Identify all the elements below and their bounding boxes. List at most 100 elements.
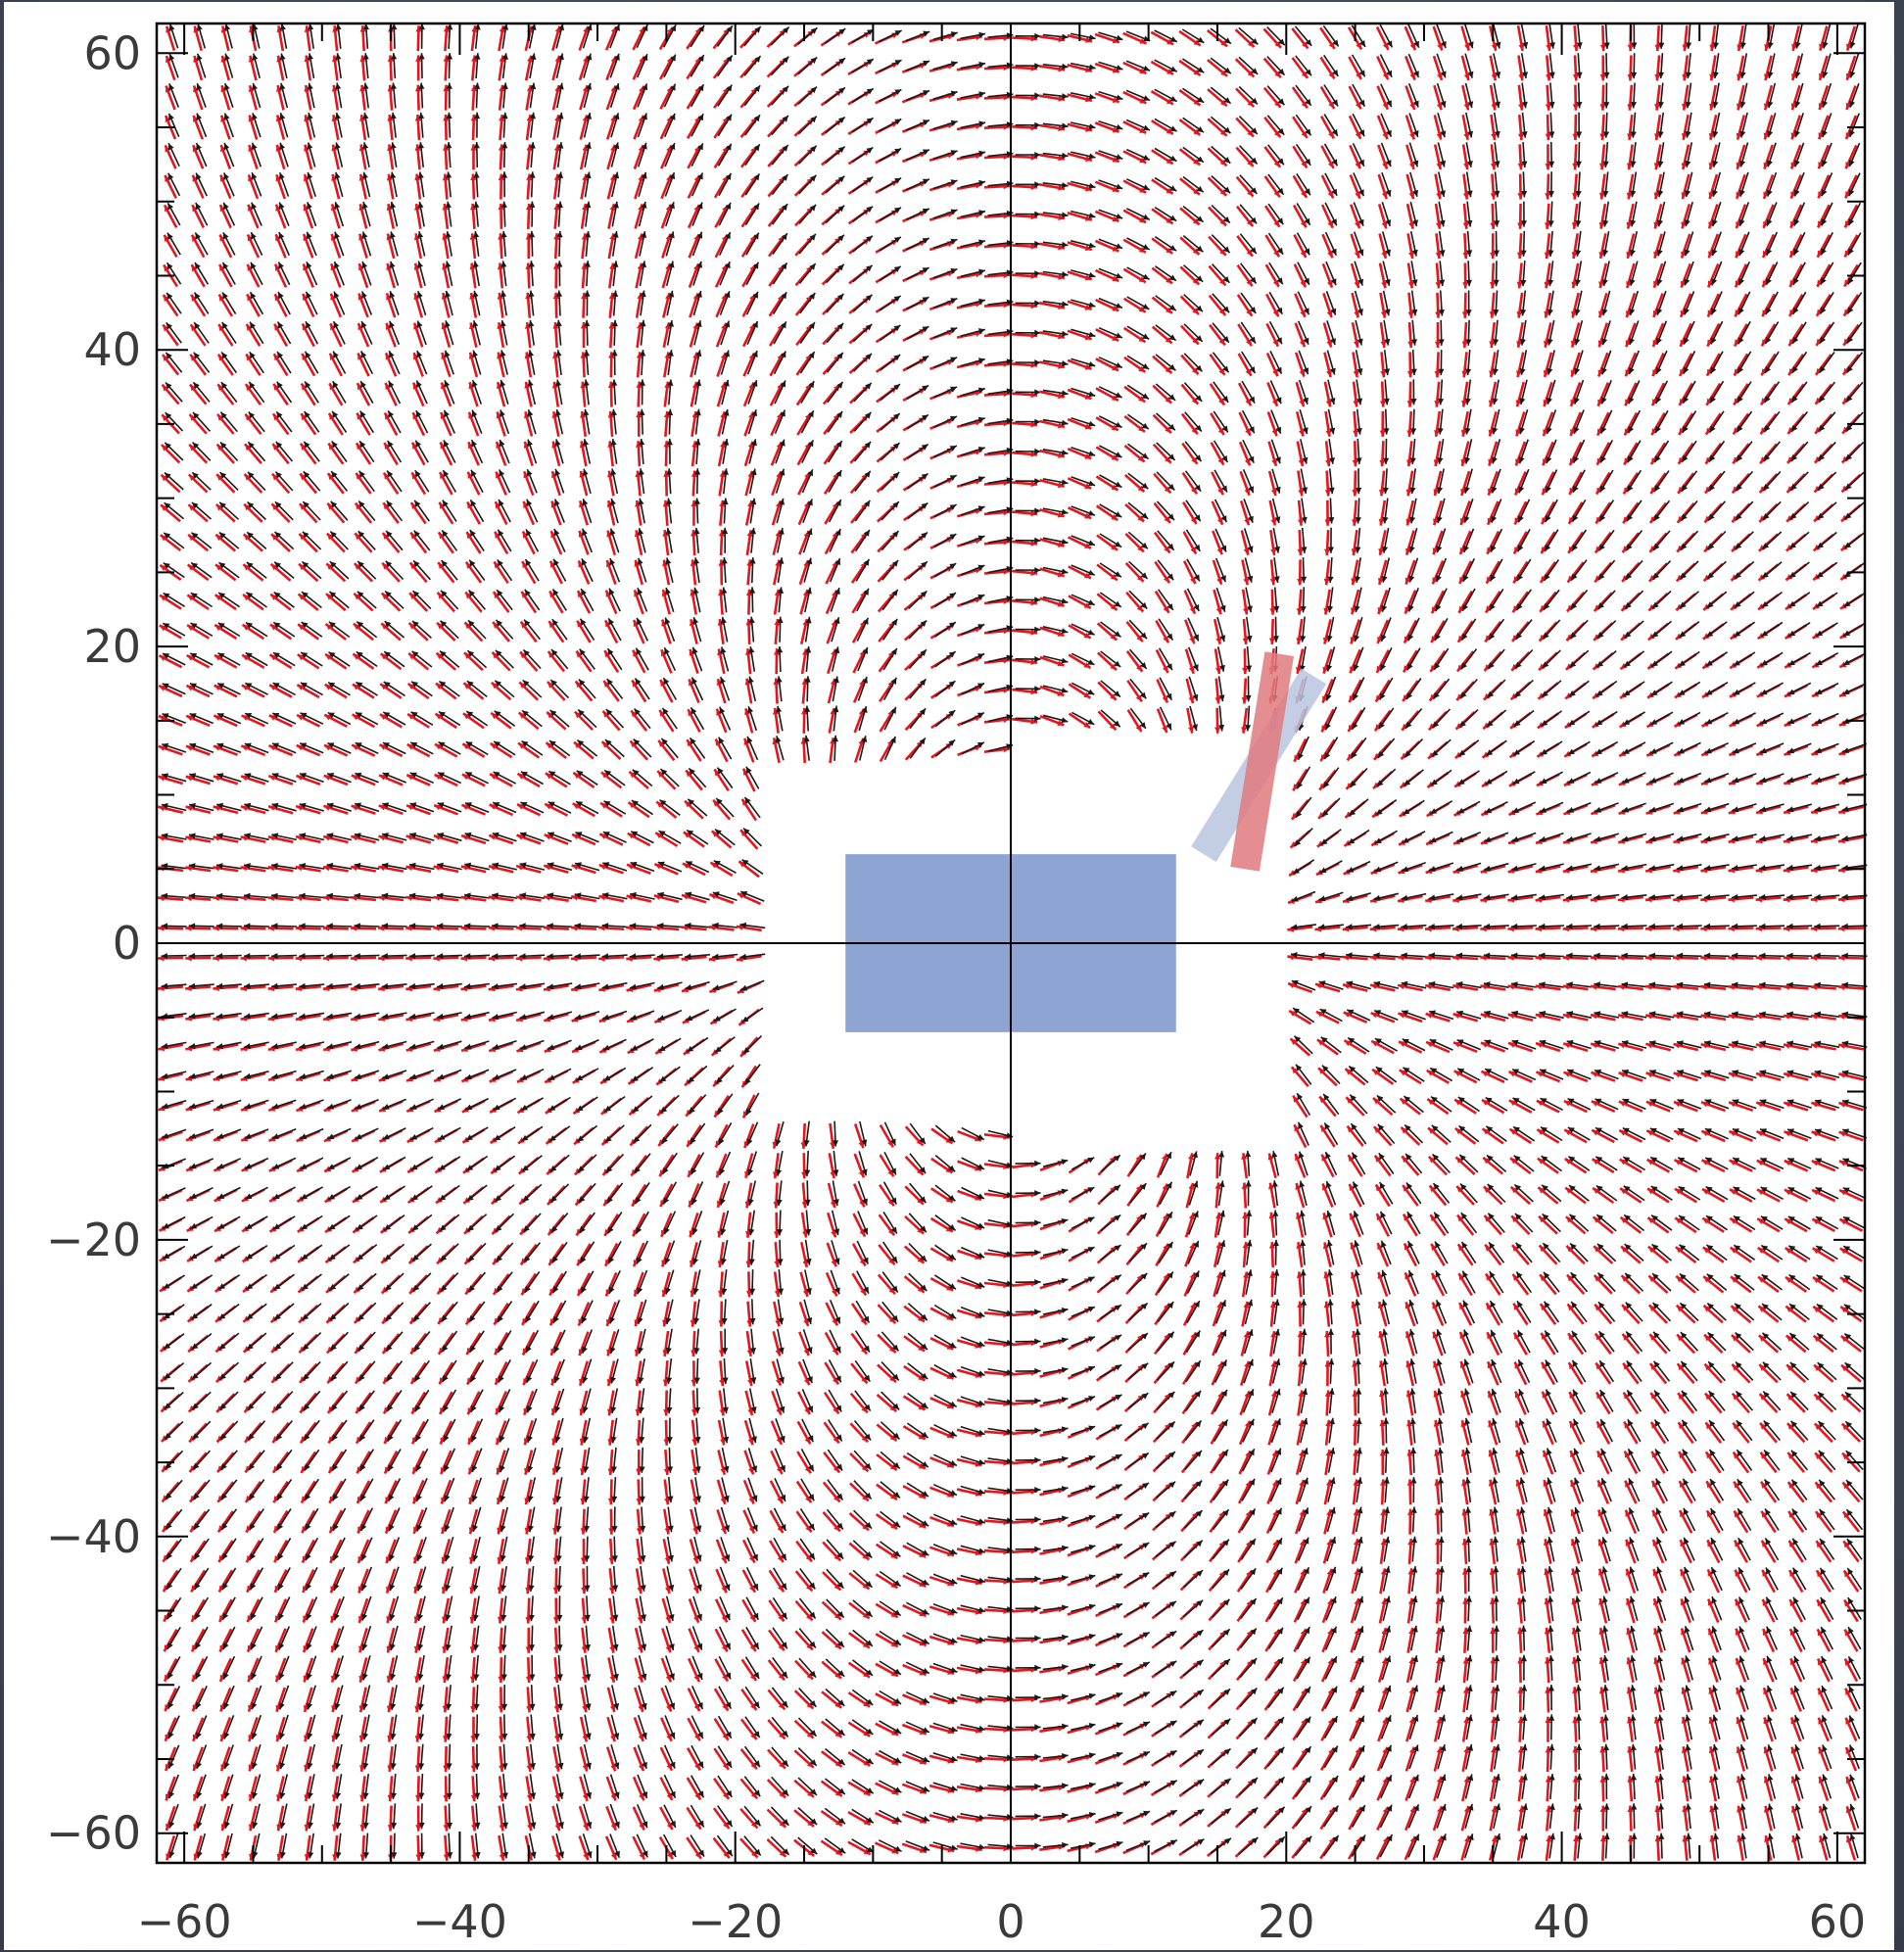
- field-arrow-black-head: [445, 351, 451, 357]
- field-arrow-black: [166, 1480, 182, 1500]
- field-arrow-red: [468, 1392, 480, 1414]
- field-arrow-red: [443, 1746, 449, 1772]
- field-arrow-black: [412, 1214, 432, 1230]
- field-arrow-red: [443, 1717, 449, 1742]
- field-arrow-black: [166, 1509, 181, 1529]
- field-arrow-red: [467, 1362, 480, 1385]
- field-arrow-red: [357, 1422, 370, 1444]
- field-arrow-black: [444, 1419, 455, 1442]
- field-arrow-black: [167, 1656, 180, 1679]
- field-arrow-red: [189, 1395, 208, 1412]
- field-arrow-black-head: [417, 231, 423, 238]
- field-arrow-black-head: [391, 53, 397, 60]
- figure-panel: −60 −40 −20 0 20 40 60 −60 −40 −20 0 20 40 60: [4, 2, 1894, 1950]
- field-arrow-red: [328, 1393, 344, 1413]
- field-arrow-black: [162, 1071, 186, 1078]
- field-arrow-black-head: [224, 1762, 230, 1769]
- field-arrow-red: [444, 1806, 450, 1832]
- field-arrow-black: [162, 1101, 186, 1109]
- field-arrow-red: [388, 1776, 394, 1801]
- field-arrow-black: [164, 1334, 184, 1350]
- field-arrow-red: [218, 1541, 232, 1562]
- field-arrow-black: [443, 1390, 455, 1412]
- field-arrow-black: [443, 1360, 456, 1382]
- field-arrow-red: [221, 1835, 229, 1860]
- field-arrow-black: [194, 1539, 209, 1559]
- field-arrow-red: [301, 1422, 316, 1443]
- field-arrow-red: [245, 1394, 262, 1412]
- field-arrow-black: [165, 1363, 184, 1380]
- field-arrow-black: [328, 1187, 351, 1200]
- field-arrow-black: [220, 1451, 237, 1470]
- field-arrow-red: [303, 1540, 314, 1562]
- field-arrow-red: [387, 1628, 395, 1652]
- field-arrow-red: [245, 1452, 261, 1473]
- field-arrow-black-head: [445, 1525, 451, 1532]
- field-arrow-black: [357, 1215, 377, 1230]
- field-arrow-black-head: [224, 83, 230, 90]
- field-arrow-black: [277, 1479, 292, 1500]
- field-arrow-red: [465, 1246, 483, 1264]
- field-arrow-black: [272, 1071, 297, 1079]
- field-arrow-black: [333, 1479, 346, 1500]
- field-arrow-red: [220, 1658, 231, 1682]
- field-arrow-black: [217, 1129, 241, 1139]
- field-arrow-red: [276, 1777, 283, 1801]
- field-arrow-black: [278, 1568, 290, 1591]
- field-arrow-black: [301, 1187, 323, 1200]
- field-arrow-black: [272, 1129, 296, 1139]
- field-arrow-red: [218, 1511, 233, 1532]
- field-arrow-black: [303, 1304, 322, 1320]
- field-arrow-red: [166, 1718, 176, 1741]
- field-arrow-black-head: [279, 1702, 285, 1709]
- field-arrow-black-head: [169, 24, 175, 31]
- field-arrow-red: [440, 1362, 453, 1384]
- field-arrow-black: [301, 1158, 323, 1168]
- field-arrow-black-head: [390, 202, 396, 209]
- field-arrow-black: [385, 1244, 405, 1261]
- field-arrow-black: [469, 1272, 486, 1292]
- field-arrow-black-head: [361, 1614, 367, 1621]
- field-arrow-red: [300, 1394, 316, 1413]
- field-arrow-black-head: [418, 83, 424, 89]
- field-arrow-black-head: [334, 232, 340, 239]
- field-arrow-red: [414, 1598, 422, 1623]
- field-arrow-black: [332, 1420, 347, 1441]
- field-arrow-black-head: [472, 1495, 478, 1501]
- field-arrow-black-head: [334, 202, 340, 209]
- field-arrow-red: [163, 1483, 179, 1502]
- field-arrow-black: [192, 1392, 211, 1409]
- field-arrow-red: [324, 1102, 348, 1112]
- field-arrow-black-head: [280, 1822, 286, 1829]
- field-arrow-black: [410, 1071, 435, 1079]
- field-arrow-black: [386, 1303, 404, 1321]
- field-arrow-black: [216, 1101, 241, 1110]
- field-arrow-black: [221, 1509, 236, 1530]
- field-arrow-black-head: [279, 143, 285, 150]
- field-arrow-red: [327, 1335, 345, 1354]
- field-arrow-black: [190, 1159, 214, 1168]
- field-arrow-black: [355, 1042, 379, 1050]
- field-arrow-black: [163, 1188, 186, 1199]
- field-arrow-black: [216, 1071, 241, 1079]
- field-arrow-red: [470, 1717, 476, 1742]
- field-arrow-red: [248, 1658, 258, 1682]
- field-arrow-red: [386, 1510, 397, 1534]
- field-arrow-red: [384, 1393, 398, 1414]
- field-arrow-black: [195, 1597, 208, 1619]
- field-arrow-red: [162, 1424, 179, 1442]
- field-arrow-black-head: [197, 1822, 203, 1829]
- field-arrow-black: [191, 1246, 213, 1259]
- field-arrow-red: [304, 1746, 310, 1771]
- field-arrow-red: [415, 1806, 421, 1832]
- field-arrow-black: [244, 1071, 268, 1079]
- field-arrow-black: [359, 1420, 374, 1442]
- field-arrow-black: [165, 1421, 183, 1439]
- field-arrow-black: [273, 1216, 295, 1229]
- field-arrow-black: [304, 1391, 320, 1410]
- field-arrow-red: [217, 1452, 234, 1472]
- field-arrow-black: [273, 1246, 295, 1261]
- field-arrow-black-head: [362, 1703, 368, 1710]
- field-arrow-black: [272, 1158, 296, 1168]
